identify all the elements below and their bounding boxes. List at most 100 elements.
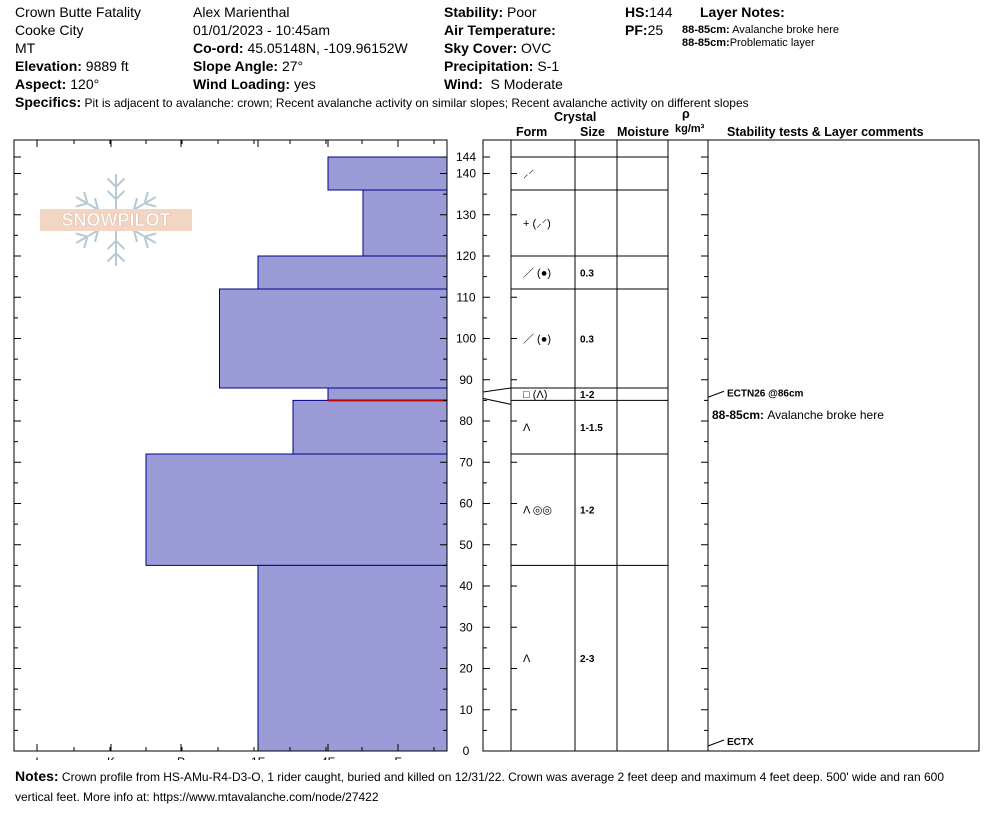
precipitation: Precipitation: S-1 [444, 58, 560, 74]
hardness-frame [13, 139, 448, 752]
hardness-bar [292, 399, 448, 455]
flake-branch [144, 202, 157, 208]
x-tick-label: I [35, 755, 38, 760]
hardness-bar [145, 453, 448, 566]
flake-branch [115, 252, 126, 263]
comments-header: Stability tests & Layer comments [727, 125, 924, 139]
flake-branch [106, 190, 117, 201]
flake-branch [115, 239, 126, 250]
y-tick-label: 60 [459, 497, 473, 511]
sky-cover: Sky Cover: OVC [444, 40, 552, 56]
density-unit-header: kg/m³ [675, 123, 705, 135]
hardness-bar [257, 564, 448, 752]
logo-banner [40, 209, 192, 231]
layer-size: 1-2 [580, 390, 595, 401]
layer-join-line [482, 387, 512, 393]
flake-branch [115, 177, 126, 188]
flake-branch [75, 232, 88, 238]
notes: Notes: Crown profile from HS-AMu-R4-D3-O… [15, 768, 945, 804]
hardness-bar [362, 189, 448, 257]
slope-angle: Slope Angle: 27° [193, 58, 304, 74]
stability-test-label: ECTX [727, 737, 754, 748]
layer-size: 1-1.5 [580, 423, 603, 434]
flake-branch [144, 232, 157, 238]
flake-branch [106, 252, 117, 263]
site-city: Cooke City [15, 22, 84, 38]
layer-form: + (⸝⸍) [523, 218, 551, 230]
pf: PF:25 [625, 22, 664, 38]
y-tick-label: 20 [459, 662, 473, 676]
layer-form: Λ [523, 653, 531, 665]
layer-join-line [482, 397, 512, 405]
layer-notes-title: Layer Notes: [700, 4, 785, 20]
aspect: Aspect: 120° [15, 76, 100, 92]
wind: Wind: S Moderate [444, 76, 563, 92]
stability: Stability: Poor [444, 4, 537, 20]
y-tick-label: 30 [459, 620, 473, 634]
specifics: Specifics: Pit is adjacent to avalanche:… [15, 94, 749, 110]
hs: HS:144 [625, 4, 673, 20]
stability-test-label: ECTN26 @86cm [727, 388, 804, 399]
flake-branch [106, 177, 117, 188]
test-pointer [707, 390, 725, 398]
snow-profile-chart: SNOWPILOT 0 10 20 30 40 50 60 70 80 90 100 110 120 13… [13, 139, 980, 760]
elevation: Elevation: 9889 ft [15, 58, 129, 74]
test-pointer [707, 739, 725, 747]
x-tick-label: 1F [251, 755, 265, 760]
flake-branch [94, 197, 100, 210]
air-temperature: Air Temperature: [444, 22, 556, 38]
flake-branch [94, 230, 100, 243]
site-name: Crown Butte Fatality [15, 4, 142, 20]
flake-branch [83, 191, 89, 204]
snowpilot-logo: SNOWPILOT [40, 174, 192, 266]
observation-datetime: 01/01/2023 - 10:45am [193, 22, 330, 38]
hardness-bar [257, 255, 448, 290]
flake-branch [106, 239, 117, 250]
layer-form: □ (Λ) [523, 389, 547, 401]
layer-comment-text: Avalanche broke here [767, 408, 884, 422]
y-tick-label: 0 [463, 744, 470, 758]
flake-branch [132, 197, 138, 210]
y-tick-label: 110 [456, 290, 475, 304]
hardness-bar [327, 387, 448, 401]
layer-note: 88-85cm:Problematic layer [682, 37, 815, 49]
crystal-header: Crystal [554, 110, 597, 124]
y-tick-label: 140 [456, 167, 476, 181]
x-tick-label: K [107, 755, 115, 760]
y-tick-label: 40 [459, 579, 473, 593]
layer-form: Λ [523, 422, 531, 434]
layer-form: ／ (●) [523, 333, 551, 346]
layers-frame [482, 139, 980, 752]
layer-size: 2-3 [580, 654, 595, 665]
x-tick-label: P [177, 755, 185, 760]
flake-branch [143, 191, 149, 204]
density-rho-header: ρ [682, 107, 690, 121]
flake-branch [143, 236, 149, 249]
x-tick-label: 4F [321, 755, 335, 760]
hardness-bar [327, 156, 448, 191]
y-tick-label: 10 [459, 703, 473, 717]
layer-comment: 88-85cm: Avalanche broke here [712, 408, 884, 422]
moisture-header: Moisture [617, 125, 670, 139]
y-tick-label: 120 [456, 249, 476, 263]
logo-text: SNOWPILOT [62, 210, 171, 230]
layer-note: 88-85cm: Avalanche broke here [682, 24, 839, 36]
site-state: MT [15, 40, 36, 56]
layer-form: ⸝⸍ [523, 169, 534, 181]
layer-size: 0.3 [580, 269, 594, 280]
wind-loading: Wind Loading: yes [193, 76, 316, 92]
y-tick-label: 100 [456, 332, 476, 346]
y-tick-label: 70 [459, 455, 473, 469]
layer-size: 1-2 [580, 506, 595, 517]
y-tick-label: 90 [459, 373, 473, 387]
y-tick-label: 130 [456, 208, 476, 222]
layer-form: Λ ◎◎ [523, 505, 552, 517]
hardness-bar [219, 288, 448, 389]
form-header: Form [516, 125, 548, 139]
flake-branch [75, 202, 88, 208]
size-header: Size [580, 125, 606, 139]
coordinates: Co-ord: 45.05148N, -109.96152W [193, 40, 408, 56]
flake-branch [132, 230, 138, 243]
y-tick-label: 80 [459, 414, 473, 428]
x-tick-label: F [394, 755, 401, 760]
